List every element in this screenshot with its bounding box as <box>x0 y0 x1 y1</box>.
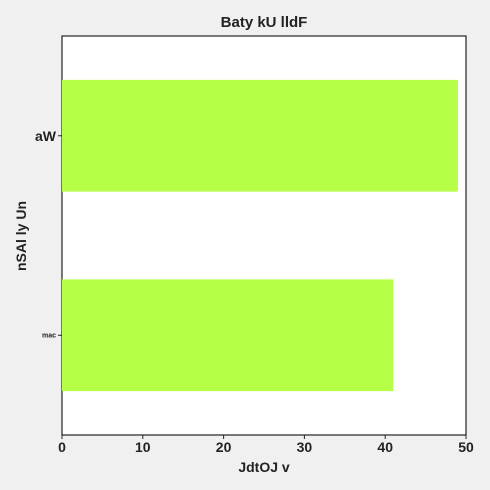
x-ticks-group: 0 10 20 30 40 50 <box>58 435 474 455</box>
chart-title: Baty kU lldF <box>221 14 308 31</box>
y-axis-label: nSAl ly Un <box>13 201 29 271</box>
y-category-label: aW <box>35 128 57 144</box>
x-tick-label: 0 <box>58 439 66 455</box>
x-tick-label: 10 <box>135 439 151 455</box>
bars-group <box>62 79 458 392</box>
bar-aW <box>62 79 458 192</box>
x-tick-label: 50 <box>458 439 474 455</box>
x-tick-label: 20 <box>216 439 232 455</box>
x-axis-label: JdtOJ v <box>238 459 290 475</box>
y-category-label: mac <box>42 332 56 339</box>
y-categories-group: mac aW <box>35 128 62 339</box>
x-tick-label: 40 <box>377 439 393 455</box>
bar-mac <box>62 279 394 392</box>
x-tick-label: 30 <box>297 439 313 455</box>
